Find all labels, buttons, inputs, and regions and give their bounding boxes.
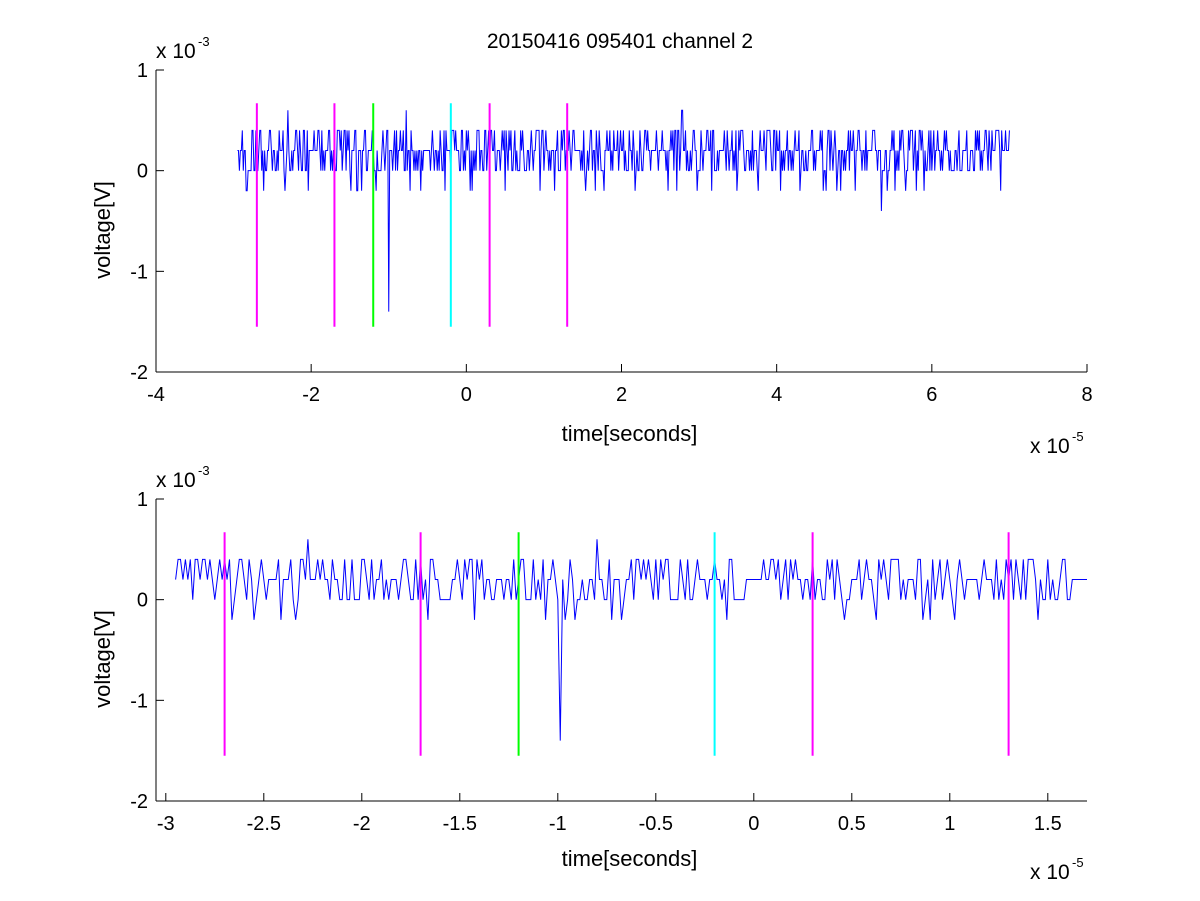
x-tick-label: -4: [147, 384, 165, 406]
x-axis-label: time[seconds]: [562, 846, 698, 871]
signal-trace: [175, 539, 1087, 741]
top-plot: -4 -2 0 2 4 6 8-2-101time[seconds]voltage[V]x …: [90, 34, 1093, 458]
x-tick-label: 6: [926, 384, 937, 406]
x-tick-label: -1.5: [443, 813, 477, 835]
x-tick-label: -1: [549, 813, 567, 835]
y-tick-label: -2: [130, 362, 148, 384]
x-tick-label: -2: [353, 813, 371, 835]
y-multiplier: x 10: [156, 40, 196, 63]
y-tick-label: -1: [130, 690, 148, 712]
y-tick-label: -1: [130, 261, 148, 283]
y-tick-label: -2: [130, 791, 148, 813]
x-tick-label: -0.5: [639, 813, 673, 835]
y-tick-label: 1: [137, 60, 148, 82]
x-tick-label: -2.5: [247, 813, 281, 835]
y-multiplier-exponent: -3: [198, 463, 210, 478]
chart-title: 20150416 095401 channel 2: [487, 30, 753, 53]
y-tick-label: 0: [137, 161, 148, 183]
x-tick-label: 0.5: [838, 813, 866, 835]
y-tick-label: 1: [137, 489, 148, 511]
x-tick-label: 0: [748, 813, 759, 835]
x-tick-label: -2: [302, 384, 320, 406]
x-multiplier: x 10: [1030, 861, 1070, 884]
signal-trace: [237, 109, 1010, 312]
y-axis-label: voltage[V]: [90, 610, 115, 708]
x-multiplier: x 10: [1030, 435, 1070, 458]
bottom-plot: -3 -2.5 -2 -1.5 -1 -0.5 0 0.5 1 1.5 -2 -1 0 1 time[sec…: [90, 463, 1087, 884]
x-tick-label: 8: [1081, 384, 1092, 406]
x-multiplier-exponent: -5: [1072, 855, 1084, 870]
x-tick-label: 2: [616, 384, 627, 406]
x-tick-label: 0: [461, 384, 472, 406]
y-multiplier: x 10: [156, 469, 196, 492]
x-multiplier-exponent: -5: [1072, 429, 1084, 444]
x-tick-label: 1.5: [1034, 813, 1062, 835]
x-tick-label: 1: [944, 813, 955, 835]
y-axis-label: voltage[V]: [90, 181, 115, 279]
y-multiplier-exponent: -3: [198, 34, 210, 49]
x-tick-label: -3: [157, 813, 175, 835]
x-axis-label: time[seconds]: [562, 421, 698, 446]
x-tick-label: 4: [771, 384, 782, 406]
y-tick-label: 0: [137, 590, 148, 612]
